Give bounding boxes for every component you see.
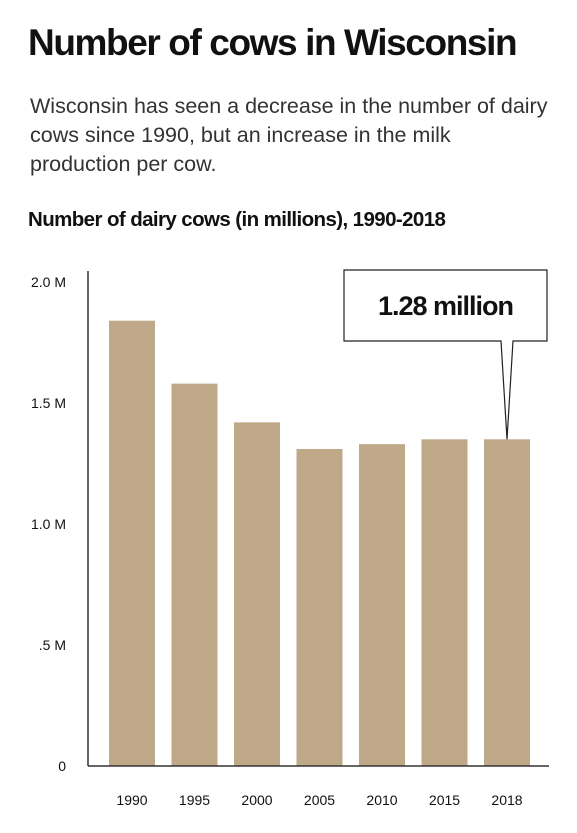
bar-2005 — [296, 448, 343, 766]
bar-1990 — [109, 320, 155, 766]
x-tick-label: 1995 — [179, 792, 210, 808]
x-tick-label: 2018 — [491, 792, 522, 808]
callout-box — [343, 269, 548, 440]
bar-2000 — [234, 422, 280, 766]
x-tick-label: 2010 — [366, 792, 397, 808]
y-tick-label: 1.0 M — [31, 516, 66, 532]
headline: Number of cows in Wisconsin — [28, 22, 518, 63]
x-tick-label: 1990 — [116, 792, 147, 808]
annotation-callout: 1.28 million — [343, 269, 548, 440]
y-tick-label: 0 — [58, 758, 66, 774]
y-tick-label: .5 M — [39, 637, 66, 653]
y-tick-label: 2.0 M — [31, 274, 66, 290]
bar-2015 — [421, 439, 468, 766]
x-tick-label: 2015 — [429, 792, 460, 808]
chart-title: Number of dairy cows (in millions), 1990… — [28, 208, 446, 231]
x-axis-ticks: 1990 1995 2000 2005 2010 2015 2018 — [116, 792, 522, 808]
bar-2018 — [484, 439, 530, 766]
y-tick-label: 1.5 M — [31, 395, 66, 411]
bar-2010 — [359, 444, 405, 766]
bar-1995 — [171, 383, 218, 766]
x-tick-label: 2005 — [304, 792, 335, 808]
description: Wisconsin has seen a decrease in the num… — [30, 94, 548, 176]
y-axis-ticks: 0 .5 M 1.0 M 1.5 M 2.0 M — [31, 274, 66, 774]
bars — [109, 320, 530, 766]
x-tick-label: 2000 — [241, 792, 272, 808]
callout-label: 1.28 million — [378, 291, 513, 321]
